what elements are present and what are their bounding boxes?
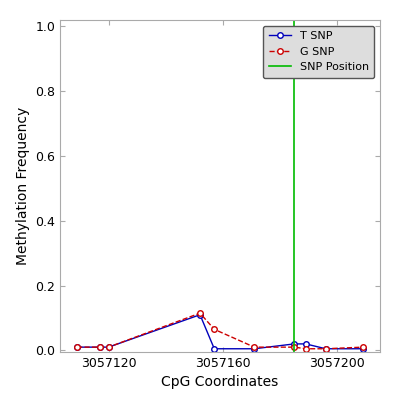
G SNP [303, 346, 308, 351]
X-axis label: CpG Coordinates: CpG Coordinates [161, 376, 279, 390]
T SNP [212, 346, 217, 351]
G SNP [252, 345, 257, 350]
T SNP [98, 345, 102, 350]
G SNP [292, 345, 297, 350]
G SNP [212, 327, 217, 332]
T SNP [292, 342, 297, 346]
Legend: T SNP, G SNP, SNP Position: T SNP, G SNP, SNP Position [263, 26, 374, 78]
T SNP [303, 342, 308, 346]
G SNP [106, 345, 111, 350]
Line: G SNP: G SNP [74, 310, 366, 352]
G SNP [323, 346, 328, 351]
T SNP [323, 346, 328, 351]
T SNP [252, 346, 257, 351]
T SNP [198, 312, 202, 317]
Y-axis label: Methylation Frequency: Methylation Frequency [16, 107, 30, 265]
Line: T SNP: T SNP [74, 312, 366, 352]
G SNP [198, 311, 202, 316]
G SNP [75, 345, 80, 350]
G SNP [360, 345, 365, 350]
T SNP [106, 345, 111, 350]
T SNP [360, 346, 365, 351]
G SNP [98, 345, 102, 350]
T SNP [75, 345, 80, 350]
